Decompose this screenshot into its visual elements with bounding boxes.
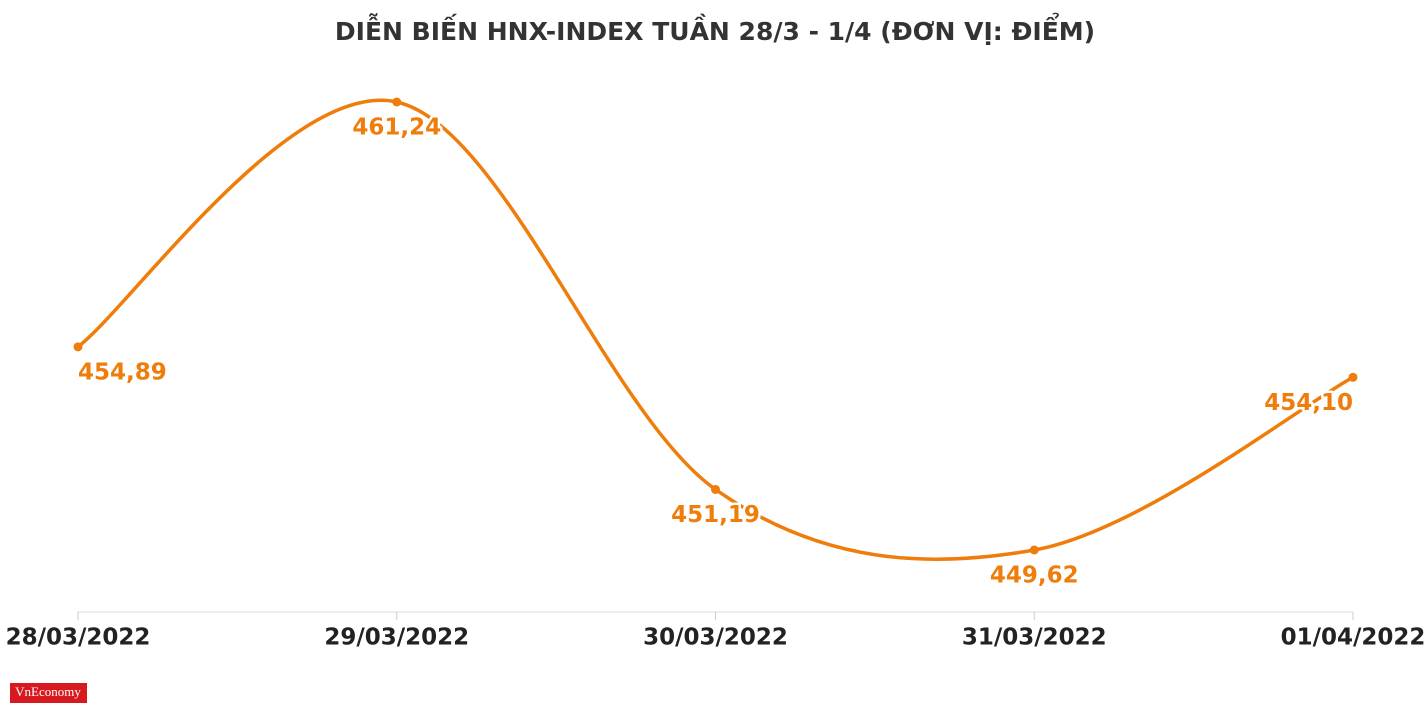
- value-label: 451,19: [671, 502, 760, 528]
- x-tick-label: 31/03/2022: [962, 625, 1107, 651]
- x-tick-label: 30/03/2022: [643, 625, 788, 651]
- chart-title: DIỄN BIẾN HNX-INDEX TUẦN 28/3 - 1/4 (ĐƠN…: [335, 12, 1095, 46]
- point: [392, 97, 402, 107]
- x-tick-label: 28/03/2022: [6, 625, 151, 651]
- value-label: 461,24: [352, 115, 441, 141]
- point: [711, 484, 720, 494]
- logo: VnEconomy: [15, 684, 81, 699]
- value-label: 454,89: [78, 359, 167, 385]
- point: [1348, 372, 1358, 382]
- x-tick-label: 01/04/2022: [1281, 625, 1426, 651]
- value-label: 449,62: [990, 563, 1079, 589]
- point: [1029, 545, 1039, 555]
- x-tick-label: 29/03/2022: [324, 625, 469, 651]
- value-label: 454,10: [1264, 390, 1353, 416]
- logo-box: [10, 683, 87, 703]
- point: [73, 342, 83, 352]
- line: [76, 98, 1354, 562]
